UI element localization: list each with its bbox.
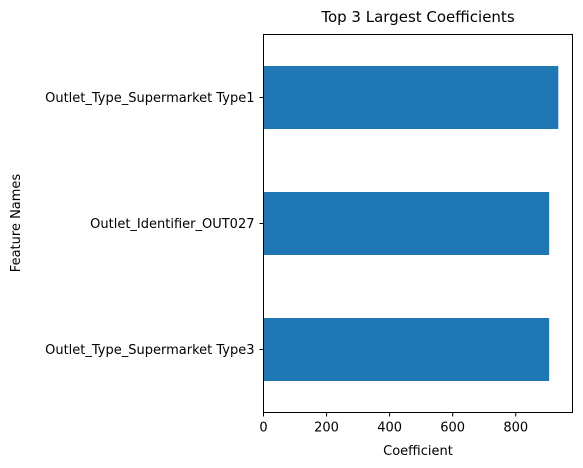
y-tick-label-2: Outlet_Identifier_OUT027 [90,217,254,232]
bars-group [263,66,559,381]
x-axis-label: Coefficient [383,444,453,459]
x-tick-label-4: 600 [440,421,465,436]
x-tick-label-5: 800 [503,421,528,436]
bar-1 [263,66,559,129]
x-ticks-group: 0 200 400 600 800 [259,412,528,436]
x-tick-label-3: 400 [377,421,402,436]
x-tick-label-1: 0 [259,421,267,436]
plot-frame [263,34,573,413]
x-tick-label-2: 200 [314,421,339,436]
y-ticks-group: Outlet_Type_Supermarket Type1 Outlet_Iden… [45,91,264,358]
y-axis-label: Feature Names [9,174,24,273]
bar-3 [263,318,550,381]
chart-title: Top 3 Largest Coefficients [320,8,514,26]
y-tick-label-1: Outlet_Type_Supermarket Type1 [45,91,254,106]
y-tick-label-3: Outlet_Type_Supermarket Type3 [45,343,254,358]
bar-2 [263,192,550,255]
